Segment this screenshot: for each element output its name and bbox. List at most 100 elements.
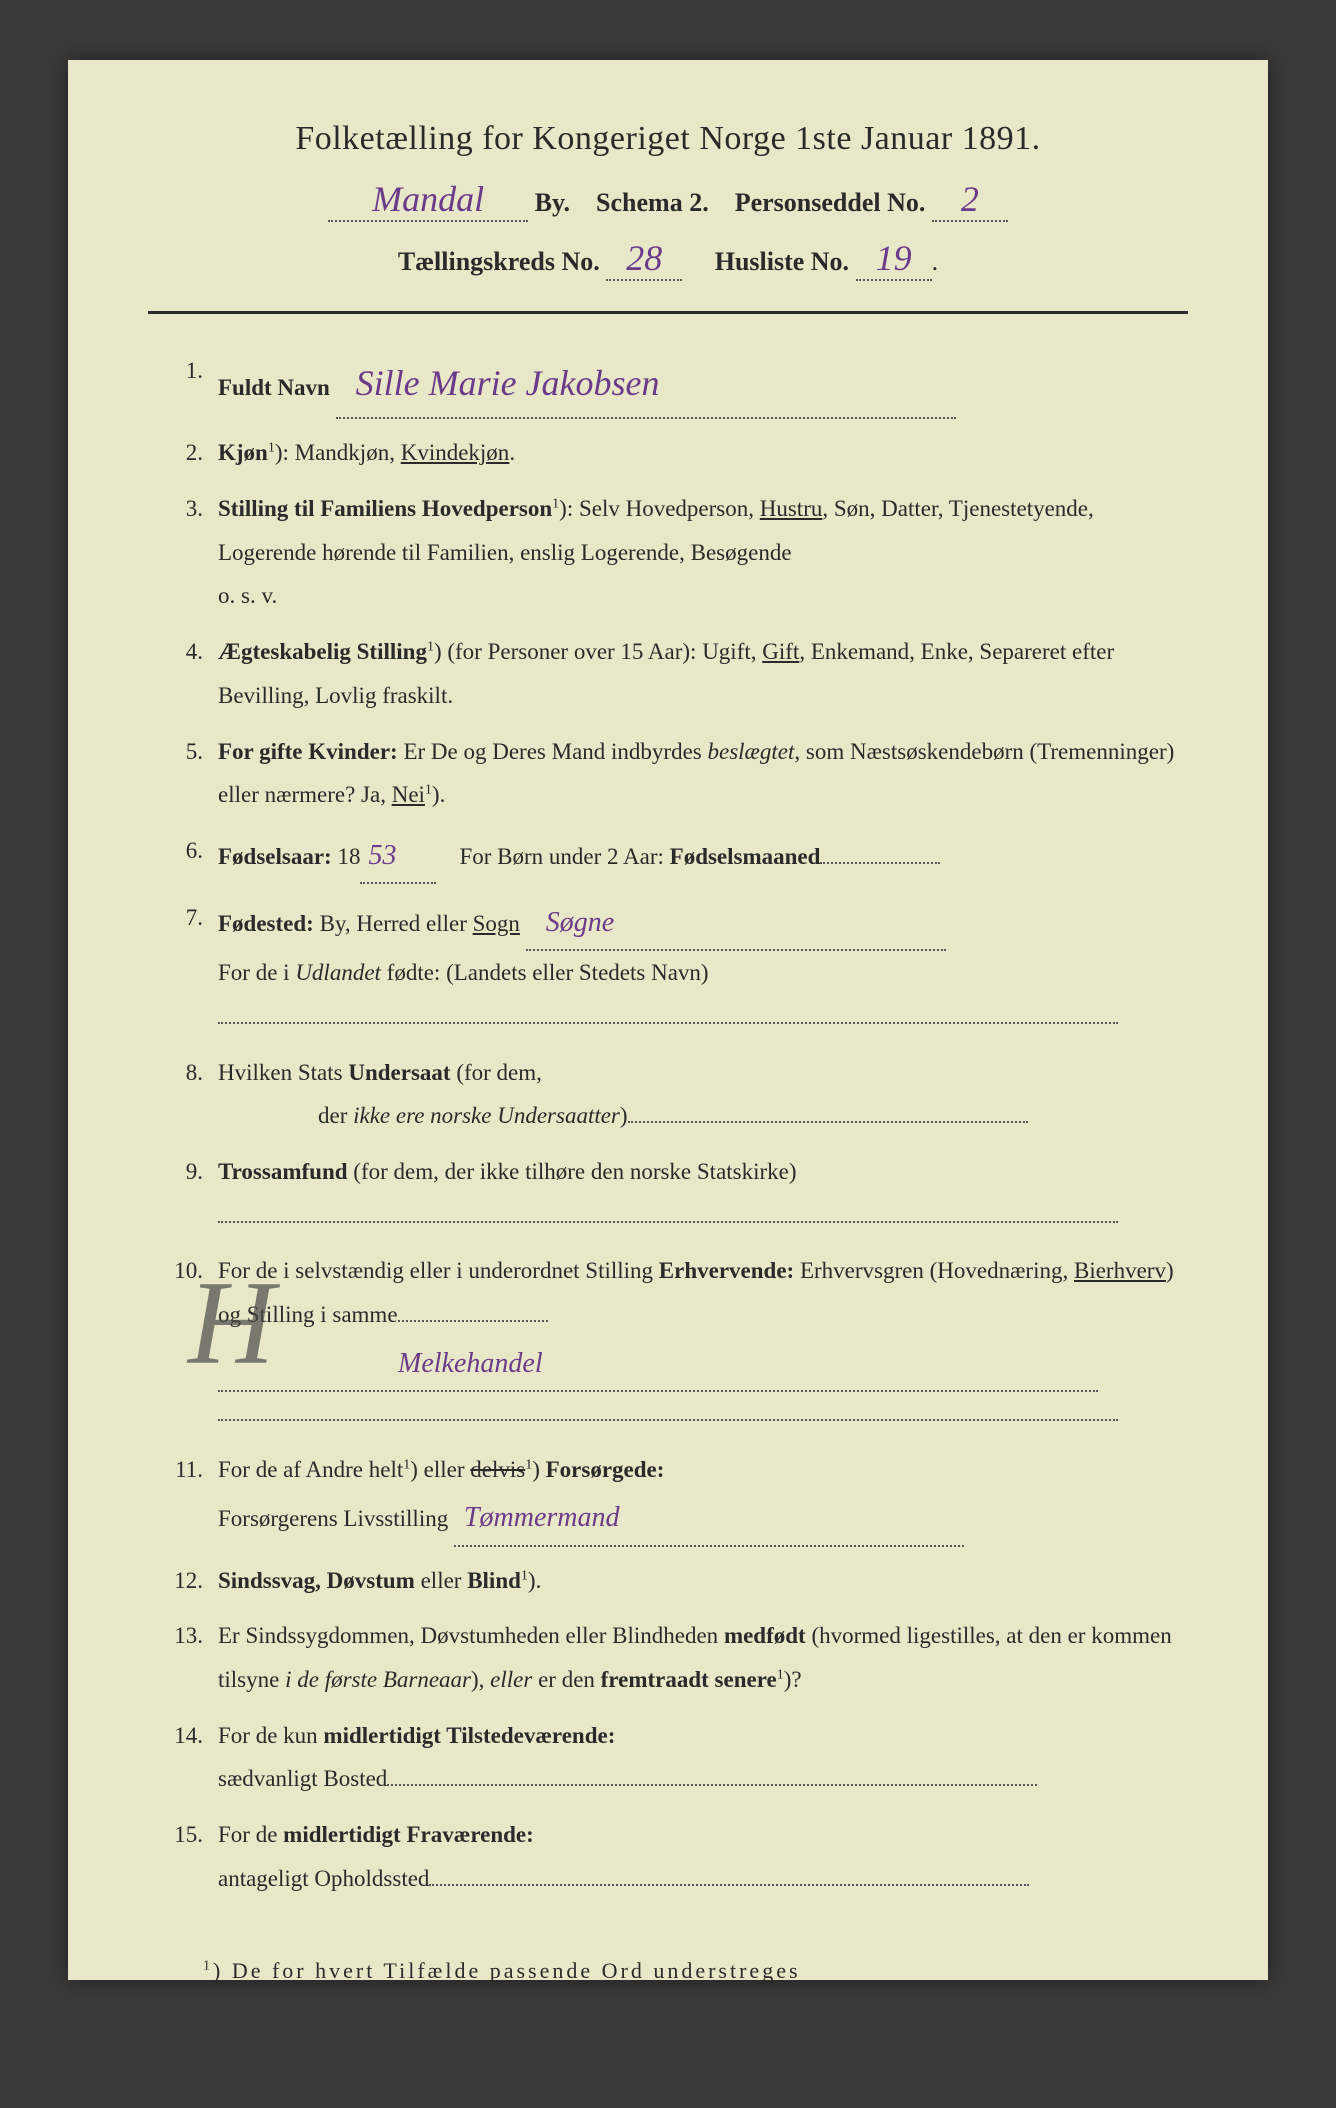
num-2: 2. bbox=[148, 431, 218, 475]
row-15: 15. For de midlertidigt Fraværende: anta… bbox=[148, 1813, 1188, 1900]
q7-label: Fødested: bbox=[218, 911, 314, 936]
q10-blank1 bbox=[398, 1320, 548, 1322]
q1-value: Sille Marie Jakobsen bbox=[336, 349, 956, 419]
form-header: Folketælling for Kongeriget Norge 1ste J… bbox=[148, 120, 1188, 281]
q13-italic2: eller bbox=[490, 1667, 532, 1692]
q8-text4: ) bbox=[620, 1103, 628, 1128]
q8-label: Undersaat bbox=[348, 1060, 450, 1085]
q6-year: 53 bbox=[360, 829, 436, 884]
content-5: For gifte Kvinder: Er De og Deres Mand i… bbox=[218, 730, 1188, 817]
q3-label: Stilling til Familiens Hovedperson bbox=[218, 496, 552, 521]
q13-text4: er den bbox=[532, 1667, 600, 1692]
content-4: Ægteskabelig Stilling1) (for Personer ov… bbox=[218, 630, 1188, 717]
row-3: 3. Stilling til Familiens Hovedperson1):… bbox=[148, 487, 1188, 618]
husliste-no: 19 bbox=[856, 237, 932, 281]
row-8: 8. Hvilken Stats Undersaat (for dem, der… bbox=[148, 1051, 1188, 1138]
content-9: Trossamfund (for dem, der ikke tilhøre d… bbox=[218, 1150, 1188, 1237]
content-10: H For de i selvstændig eller i underordn… bbox=[218, 1249, 1188, 1435]
city-handwritten: Mandal bbox=[328, 178, 528, 222]
q9-blank bbox=[218, 1221, 1118, 1223]
q13-label: medfødt bbox=[724, 1623, 806, 1648]
census-form-page: Folketælling for Kongeriget Norge 1ste J… bbox=[68, 60, 1268, 1980]
q8-text2: (for dem, bbox=[451, 1060, 542, 1085]
q7-text2: For de i bbox=[218, 960, 295, 985]
footnote: 1) De for hvert Tilfælde passende Ord un… bbox=[148, 1950, 1188, 1992]
q7-text3: fødte: (Landets eller Stedets Navn) bbox=[381, 960, 709, 985]
q14-blank bbox=[387, 1784, 1037, 1786]
main-title: Folketælling for Kongeriget Norge 1ste J… bbox=[148, 120, 1188, 158]
q1-label: Fuldt Navn bbox=[218, 375, 330, 400]
q11-text2: ) eller bbox=[410, 1457, 470, 1482]
q3-text3: o. s. v. bbox=[218, 583, 277, 608]
strike-h-mark: H bbox=[188, 1209, 275, 1437]
num-14: 14. bbox=[148, 1714, 218, 1758]
schema-label: Schema 2. bbox=[596, 188, 709, 217]
q4-underlined: Gift bbox=[762, 639, 799, 664]
q8-text1: Hvilken Stats bbox=[218, 1060, 348, 1085]
q2-underlined: Kvindekjøn bbox=[401, 440, 510, 465]
content-3: Stilling til Familiens Hovedperson1): Se… bbox=[218, 487, 1188, 618]
q13-label2: fremtraadt senere bbox=[601, 1667, 777, 1692]
husliste-label: Husliste No. bbox=[715, 247, 849, 276]
q11-text1: For de af Andre helt bbox=[218, 1457, 403, 1482]
q7-italic1: Udlandet bbox=[295, 960, 381, 985]
q8-line2: der ikke ere norske Undersaatter) bbox=[218, 1103, 628, 1128]
q3-underlined: Hustru bbox=[760, 496, 823, 521]
num-9: 9. bbox=[148, 1150, 218, 1194]
q12-text2: ). bbox=[528, 1568, 541, 1593]
q9-text1: (for dem, der ikke tilhøre den norske St… bbox=[348, 1159, 797, 1184]
num-4: 4. bbox=[148, 630, 218, 674]
q7-blank bbox=[218, 1022, 1118, 1024]
q15-text1: For de bbox=[218, 1822, 283, 1847]
q5-sup: 1 bbox=[425, 783, 432, 798]
q2-text: ): Mandkjøn, bbox=[275, 440, 401, 465]
q13-text5: )? bbox=[784, 1667, 802, 1692]
row-5: 5. For gifte Kvinder: Er De og Deres Man… bbox=[148, 730, 1188, 817]
q14-text1: For de kun bbox=[218, 1723, 323, 1748]
q8-italic1: ikke ere norske Undersaatter bbox=[353, 1103, 620, 1128]
by-label: By. bbox=[535, 188, 570, 217]
q15-blank bbox=[429, 1884, 1029, 1886]
q10-label: Erhvervende: bbox=[659, 1258, 794, 1283]
row-1: 1. Fuldt Navn Sille Marie Jakobsen bbox=[148, 349, 1188, 419]
q12-label2: Blind bbox=[467, 1568, 521, 1593]
row-12: 12. Sindssvag, Døvstum eller Blind1). bbox=[148, 1559, 1188, 1603]
num-13: 13. bbox=[148, 1614, 218, 1658]
content-14: For de kun midlertidigt Tilstedeværende:… bbox=[218, 1714, 1188, 1801]
q11-value: Tømmermand bbox=[454, 1491, 964, 1546]
footnote-text: ) De for hvert Tilfælde passende Ord und… bbox=[213, 1958, 801, 1983]
content-13: Er Sindssygdommen, Døvstumheden eller Bl… bbox=[218, 1614, 1188, 1701]
q2-sup: 1 bbox=[268, 441, 275, 456]
content-15: For de midlertidigt Fraværende: antageli… bbox=[218, 1813, 1188, 1900]
header-line-2: Mandal By. Schema 2. Personseddel No. 2 bbox=[148, 178, 1188, 222]
num-5: 5. bbox=[148, 730, 218, 774]
q5-italic1: beslægtet bbox=[707, 739, 794, 764]
q13-italic1: i de første Barneaar bbox=[285, 1667, 471, 1692]
content-8: Hvilken Stats Undersaat (for dem, der ik… bbox=[218, 1051, 1188, 1138]
q12-label: Sindssvag, Døvstum bbox=[218, 1568, 415, 1593]
row-2: 2. Kjøn1): Mandkjøn, Kvindekjøn. bbox=[148, 431, 1188, 475]
q7-value: Søgne bbox=[526, 896, 946, 951]
kreds-label: Tællingskreds No. bbox=[398, 247, 600, 276]
num-3: 3. bbox=[148, 487, 218, 531]
q11-struck: delvis bbox=[470, 1457, 525, 1482]
q7-underlined: Sogn bbox=[473, 911, 520, 936]
q5-label: For gifte Kvinder: bbox=[218, 739, 398, 764]
q7-text1: By, Herred eller bbox=[314, 911, 473, 936]
content-2: Kjøn1): Mandkjøn, Kvindekjøn. bbox=[218, 431, 1188, 475]
row-13: 13. Er Sindssygdommen, Døvstumheden elle… bbox=[148, 1614, 1188, 1701]
q10-text2: Erhvervsgren (Hovednæring, bbox=[794, 1258, 1074, 1283]
q6-label2: Fødselsmaaned bbox=[670, 844, 821, 869]
personseddel-label: Personseddel No. bbox=[735, 188, 926, 217]
q13-sup: 1 bbox=[777, 1667, 784, 1682]
num-15: 15. bbox=[148, 1813, 218, 1857]
q13-text3: ), bbox=[471, 1667, 490, 1692]
q10-blank2 bbox=[218, 1419, 1118, 1421]
num-12: 12. bbox=[148, 1559, 218, 1603]
q5-underlined: Nei bbox=[392, 782, 425, 807]
q8-text3: der bbox=[318, 1103, 353, 1128]
num-7: 7. bbox=[148, 896, 218, 940]
q6-label: Fødselsaar: bbox=[218, 844, 332, 869]
content-11: For de af Andre helt1) eller delvis1) Fo… bbox=[218, 1448, 1188, 1547]
content-6: Fødselsaar: 1853 For Børn under 2 Aar: F… bbox=[218, 829, 1188, 884]
